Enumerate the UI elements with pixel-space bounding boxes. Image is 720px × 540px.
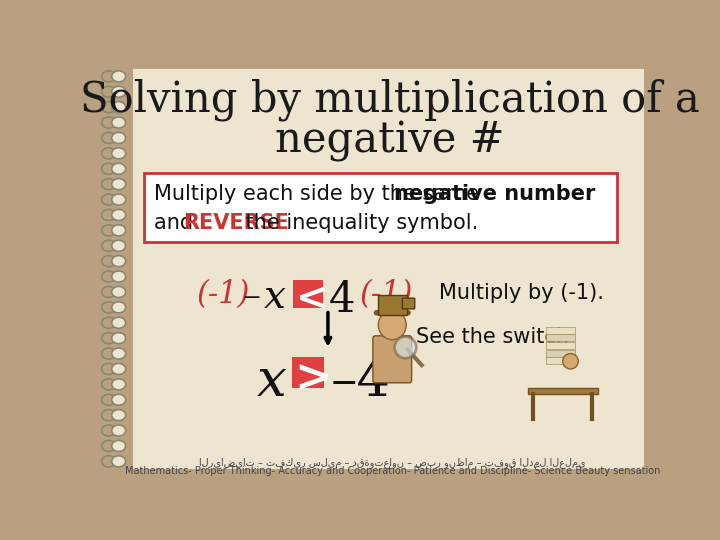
Ellipse shape	[102, 286, 116, 298]
Ellipse shape	[102, 163, 116, 174]
Ellipse shape	[112, 363, 126, 375]
Ellipse shape	[102, 394, 116, 406]
Ellipse shape	[102, 363, 116, 375]
Ellipse shape	[112, 317, 126, 328]
FancyBboxPatch shape	[373, 336, 412, 383]
Ellipse shape	[112, 410, 126, 421]
Ellipse shape	[102, 317, 116, 328]
Ellipse shape	[112, 348, 126, 359]
Ellipse shape	[102, 410, 116, 421]
Ellipse shape	[112, 379, 126, 390]
Ellipse shape	[112, 179, 126, 190]
Text: Solving by multiplication of a: Solving by multiplication of a	[80, 79, 700, 121]
FancyBboxPatch shape	[402, 298, 415, 309]
Ellipse shape	[102, 148, 116, 159]
Text: Mathematics- Proper Thinking- Accuracy and Cooperation- Patience and Discipline-: Mathematics- Proper Thinking- Accuracy a…	[125, 466, 660, 476]
Text: the inequality symbol.: the inequality symbol.	[239, 213, 478, 233]
Ellipse shape	[112, 286, 126, 298]
Text: >: >	[294, 357, 331, 400]
Text: 4: 4	[329, 279, 355, 321]
Ellipse shape	[112, 102, 126, 113]
Ellipse shape	[102, 255, 116, 267]
Ellipse shape	[112, 333, 126, 343]
Ellipse shape	[102, 271, 116, 282]
Ellipse shape	[102, 132, 116, 144]
Ellipse shape	[112, 194, 126, 205]
Text: See the switch: See the switch	[415, 327, 569, 347]
Text: (-1): (-1)	[197, 279, 251, 310]
Text: negative number: negative number	[394, 184, 595, 204]
Text: Multiply by (-1).: Multiply by (-1).	[438, 283, 603, 303]
Ellipse shape	[102, 117, 116, 128]
Text: Multiply each side by the same: Multiply each side by the same	[153, 184, 485, 204]
Ellipse shape	[112, 255, 126, 267]
FancyBboxPatch shape	[144, 173, 617, 242]
Ellipse shape	[112, 163, 126, 174]
Text: –4: –4	[330, 356, 390, 407]
FancyBboxPatch shape	[546, 334, 575, 341]
FancyBboxPatch shape	[292, 357, 324, 388]
Ellipse shape	[112, 394, 126, 406]
FancyBboxPatch shape	[546, 350, 575, 356]
FancyBboxPatch shape	[377, 295, 407, 315]
Text: –: –	[243, 279, 261, 313]
Ellipse shape	[102, 210, 116, 220]
Ellipse shape	[102, 240, 116, 251]
Ellipse shape	[102, 379, 116, 390]
Ellipse shape	[102, 194, 116, 205]
FancyBboxPatch shape	[546, 342, 575, 349]
Ellipse shape	[102, 302, 116, 313]
Text: negative #: negative #	[275, 120, 505, 162]
Ellipse shape	[112, 425, 126, 436]
Text: الرياضيات – تفكير سليم – دقةوتعاون – صبر ونظام – تفوق الدمل العلمي: الرياضيات – تفكير سليم – دقةوتعاون – صبر…	[199, 457, 585, 468]
Ellipse shape	[102, 348, 116, 359]
Text: REVERSE: REVERSE	[183, 213, 289, 233]
Ellipse shape	[112, 456, 126, 467]
Text: x: x	[256, 356, 287, 407]
FancyBboxPatch shape	[132, 69, 644, 469]
Ellipse shape	[102, 86, 116, 97]
Ellipse shape	[112, 210, 126, 220]
FancyBboxPatch shape	[293, 280, 323, 308]
Ellipse shape	[112, 117, 126, 128]
Text: x: x	[264, 279, 287, 316]
Ellipse shape	[112, 271, 126, 282]
Ellipse shape	[102, 333, 116, 343]
Text: (-1): (-1)	[360, 279, 413, 310]
Ellipse shape	[112, 132, 126, 144]
Ellipse shape	[112, 148, 126, 159]
Ellipse shape	[112, 441, 126, 451]
FancyBboxPatch shape	[528, 388, 598, 394]
Ellipse shape	[102, 441, 116, 451]
Ellipse shape	[112, 302, 126, 313]
Text: <: <	[295, 280, 328, 319]
Ellipse shape	[102, 179, 116, 190]
Ellipse shape	[102, 71, 116, 82]
Ellipse shape	[102, 225, 116, 236]
Ellipse shape	[102, 456, 116, 467]
Ellipse shape	[102, 102, 116, 113]
FancyBboxPatch shape	[546, 327, 575, 334]
Ellipse shape	[102, 425, 116, 436]
Text: and: and	[153, 213, 199, 233]
Ellipse shape	[112, 86, 126, 97]
Ellipse shape	[112, 240, 126, 251]
Ellipse shape	[112, 225, 126, 236]
Circle shape	[395, 336, 416, 358]
FancyBboxPatch shape	[546, 357, 575, 364]
Circle shape	[563, 354, 578, 369]
Ellipse shape	[378, 310, 406, 340]
Ellipse shape	[112, 71, 126, 82]
